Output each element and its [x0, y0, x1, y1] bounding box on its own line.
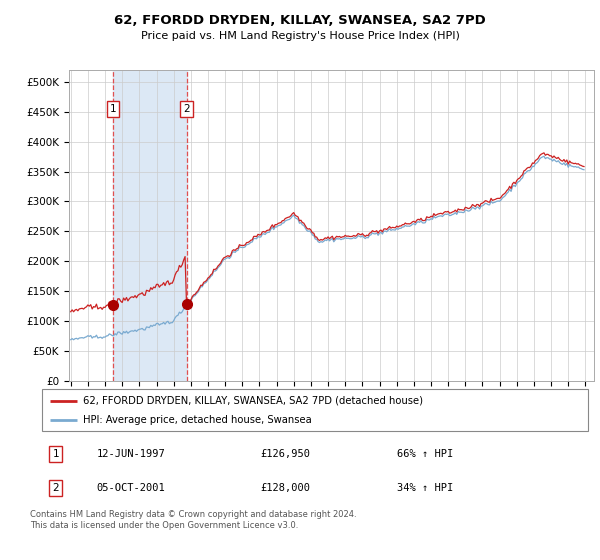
Text: 66% ↑ HPI: 66% ↑ HPI: [397, 449, 453, 459]
Text: £126,950: £126,950: [260, 449, 310, 459]
Text: 12-JUN-1997: 12-JUN-1997: [97, 449, 166, 459]
Text: 1: 1: [110, 104, 116, 114]
Text: 2: 2: [52, 483, 59, 493]
Text: Contains HM Land Registry data © Crown copyright and database right 2024.
This d: Contains HM Land Registry data © Crown c…: [30, 510, 356, 530]
Text: 62, FFORDD DRYDEN, KILLAY, SWANSEA, SA2 7PD: 62, FFORDD DRYDEN, KILLAY, SWANSEA, SA2 …: [114, 14, 486, 27]
Text: 2: 2: [183, 104, 190, 114]
Bar: [113, 70, 187, 381]
Text: 34% ↑ HPI: 34% ↑ HPI: [397, 483, 453, 493]
FancyBboxPatch shape: [42, 389, 588, 431]
Text: 1: 1: [52, 449, 59, 459]
Text: £128,000: £128,000: [260, 483, 310, 493]
Text: 62, FFORDD DRYDEN, KILLAY, SWANSEA, SA2 7PD (detached house): 62, FFORDD DRYDEN, KILLAY, SWANSEA, SA2 …: [83, 395, 423, 405]
Text: HPI: Average price, detached house, Swansea: HPI: Average price, detached house, Swan…: [83, 415, 312, 425]
Text: Price paid vs. HM Land Registry's House Price Index (HPI): Price paid vs. HM Land Registry's House …: [140, 31, 460, 41]
Text: 05-OCT-2001: 05-OCT-2001: [97, 483, 166, 493]
